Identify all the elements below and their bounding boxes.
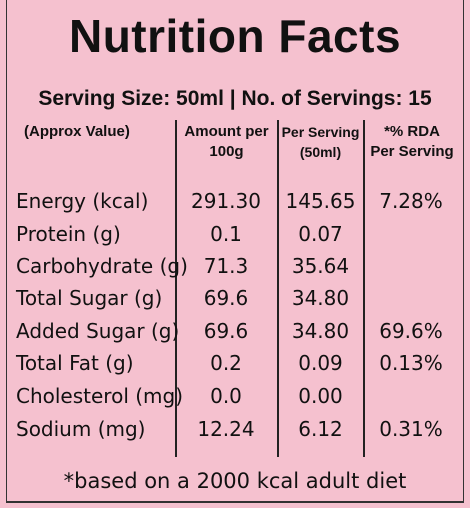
nutrient-name: Total Sugar (g)	[16, 286, 163, 310]
amount-per-100g: 12.24	[197, 417, 255, 441]
nutrient-name: Added Sugar (g)	[16, 319, 180, 343]
label-title: Nutrition Facts	[68, 10, 402, 62]
table-row: Total Sugar (g) 69.6 34.80	[0, 282, 470, 314]
nutrient-name: Protein (g)	[16, 222, 121, 246]
amount-per-100g: 69.6	[203, 319, 249, 343]
amount-per-100g: 0.1	[210, 222, 242, 246]
amount-per-100g: 291.30	[191, 189, 261, 213]
amount-per-serving: 34.80	[291, 286, 350, 310]
nutrition-label-panel	[6, 0, 464, 503]
rda-percent: 0.13%	[379, 351, 443, 375]
header-amount-per-100g: Amount per 100g	[184, 123, 269, 160]
table-row: Sodium (mg) 12.24 6.12 0.31%	[0, 413, 470, 445]
amount-per-serving: 35.64	[291, 254, 350, 278]
rda-percent: 7.28%	[379, 189, 443, 213]
nutrient-name: Sodium (mg)	[16, 417, 146, 441]
rda-footnote: *based on a 2000 kcal adult diet	[63, 469, 407, 493]
amount-per-serving: 0.07	[298, 222, 343, 246]
nutrient-name: Energy (kcal)	[16, 189, 149, 213]
header-per-serving: Per Serving (50ml)	[281, 124, 360, 160]
table-row: Energy (kcal) 291.30 145.65 7.28%	[0, 185, 470, 217]
table-row: Cholesterol (mg) 0.0 0.00	[0, 380, 470, 412]
amount-per-100g: 0.0	[210, 384, 242, 408]
amount-per-100g: 69.6	[203, 286, 249, 310]
header-approx-value: (Approx Value)	[24, 123, 130, 140]
column-divider	[363, 120, 365, 457]
nutrient-name: Cholesterol (mg)	[16, 384, 184, 408]
table-row: Total Fat (g) 0.2 0.09 0.13%	[0, 347, 470, 379]
amount-per-serving: 34.80	[291, 319, 350, 343]
table-row: Carbohydrate (g) 71.3 35.64	[0, 250, 470, 282]
header-rda: *% RDA Per Serving	[370, 123, 454, 160]
column-divider	[277, 120, 279, 457]
table-row: Protein (g) 0.1 0.07	[0, 218, 470, 250]
amount-per-serving: 6.12	[298, 417, 343, 441]
nutrient-name: Total Fat (g)	[16, 351, 134, 375]
amount-per-serving: 145.65	[285, 189, 356, 213]
amount-per-100g: 71.3	[203, 254, 249, 278]
nutrient-name: Carbohydrate (g)	[16, 254, 188, 278]
table-row: Added Sugar (g) 69.6 34.80 69.6%	[0, 315, 470, 347]
serving-info: Serving Size: 50ml | No. of Servings: 15	[38, 87, 432, 110]
column-divider	[175, 120, 177, 457]
rda-percent: 69.6%	[379, 319, 443, 343]
amount-per-100g: 0.2	[210, 351, 242, 375]
amount-per-serving: 0.09	[298, 351, 343, 375]
rda-percent: 0.31%	[379, 417, 443, 441]
amount-per-serving: 0.00	[298, 384, 343, 408]
